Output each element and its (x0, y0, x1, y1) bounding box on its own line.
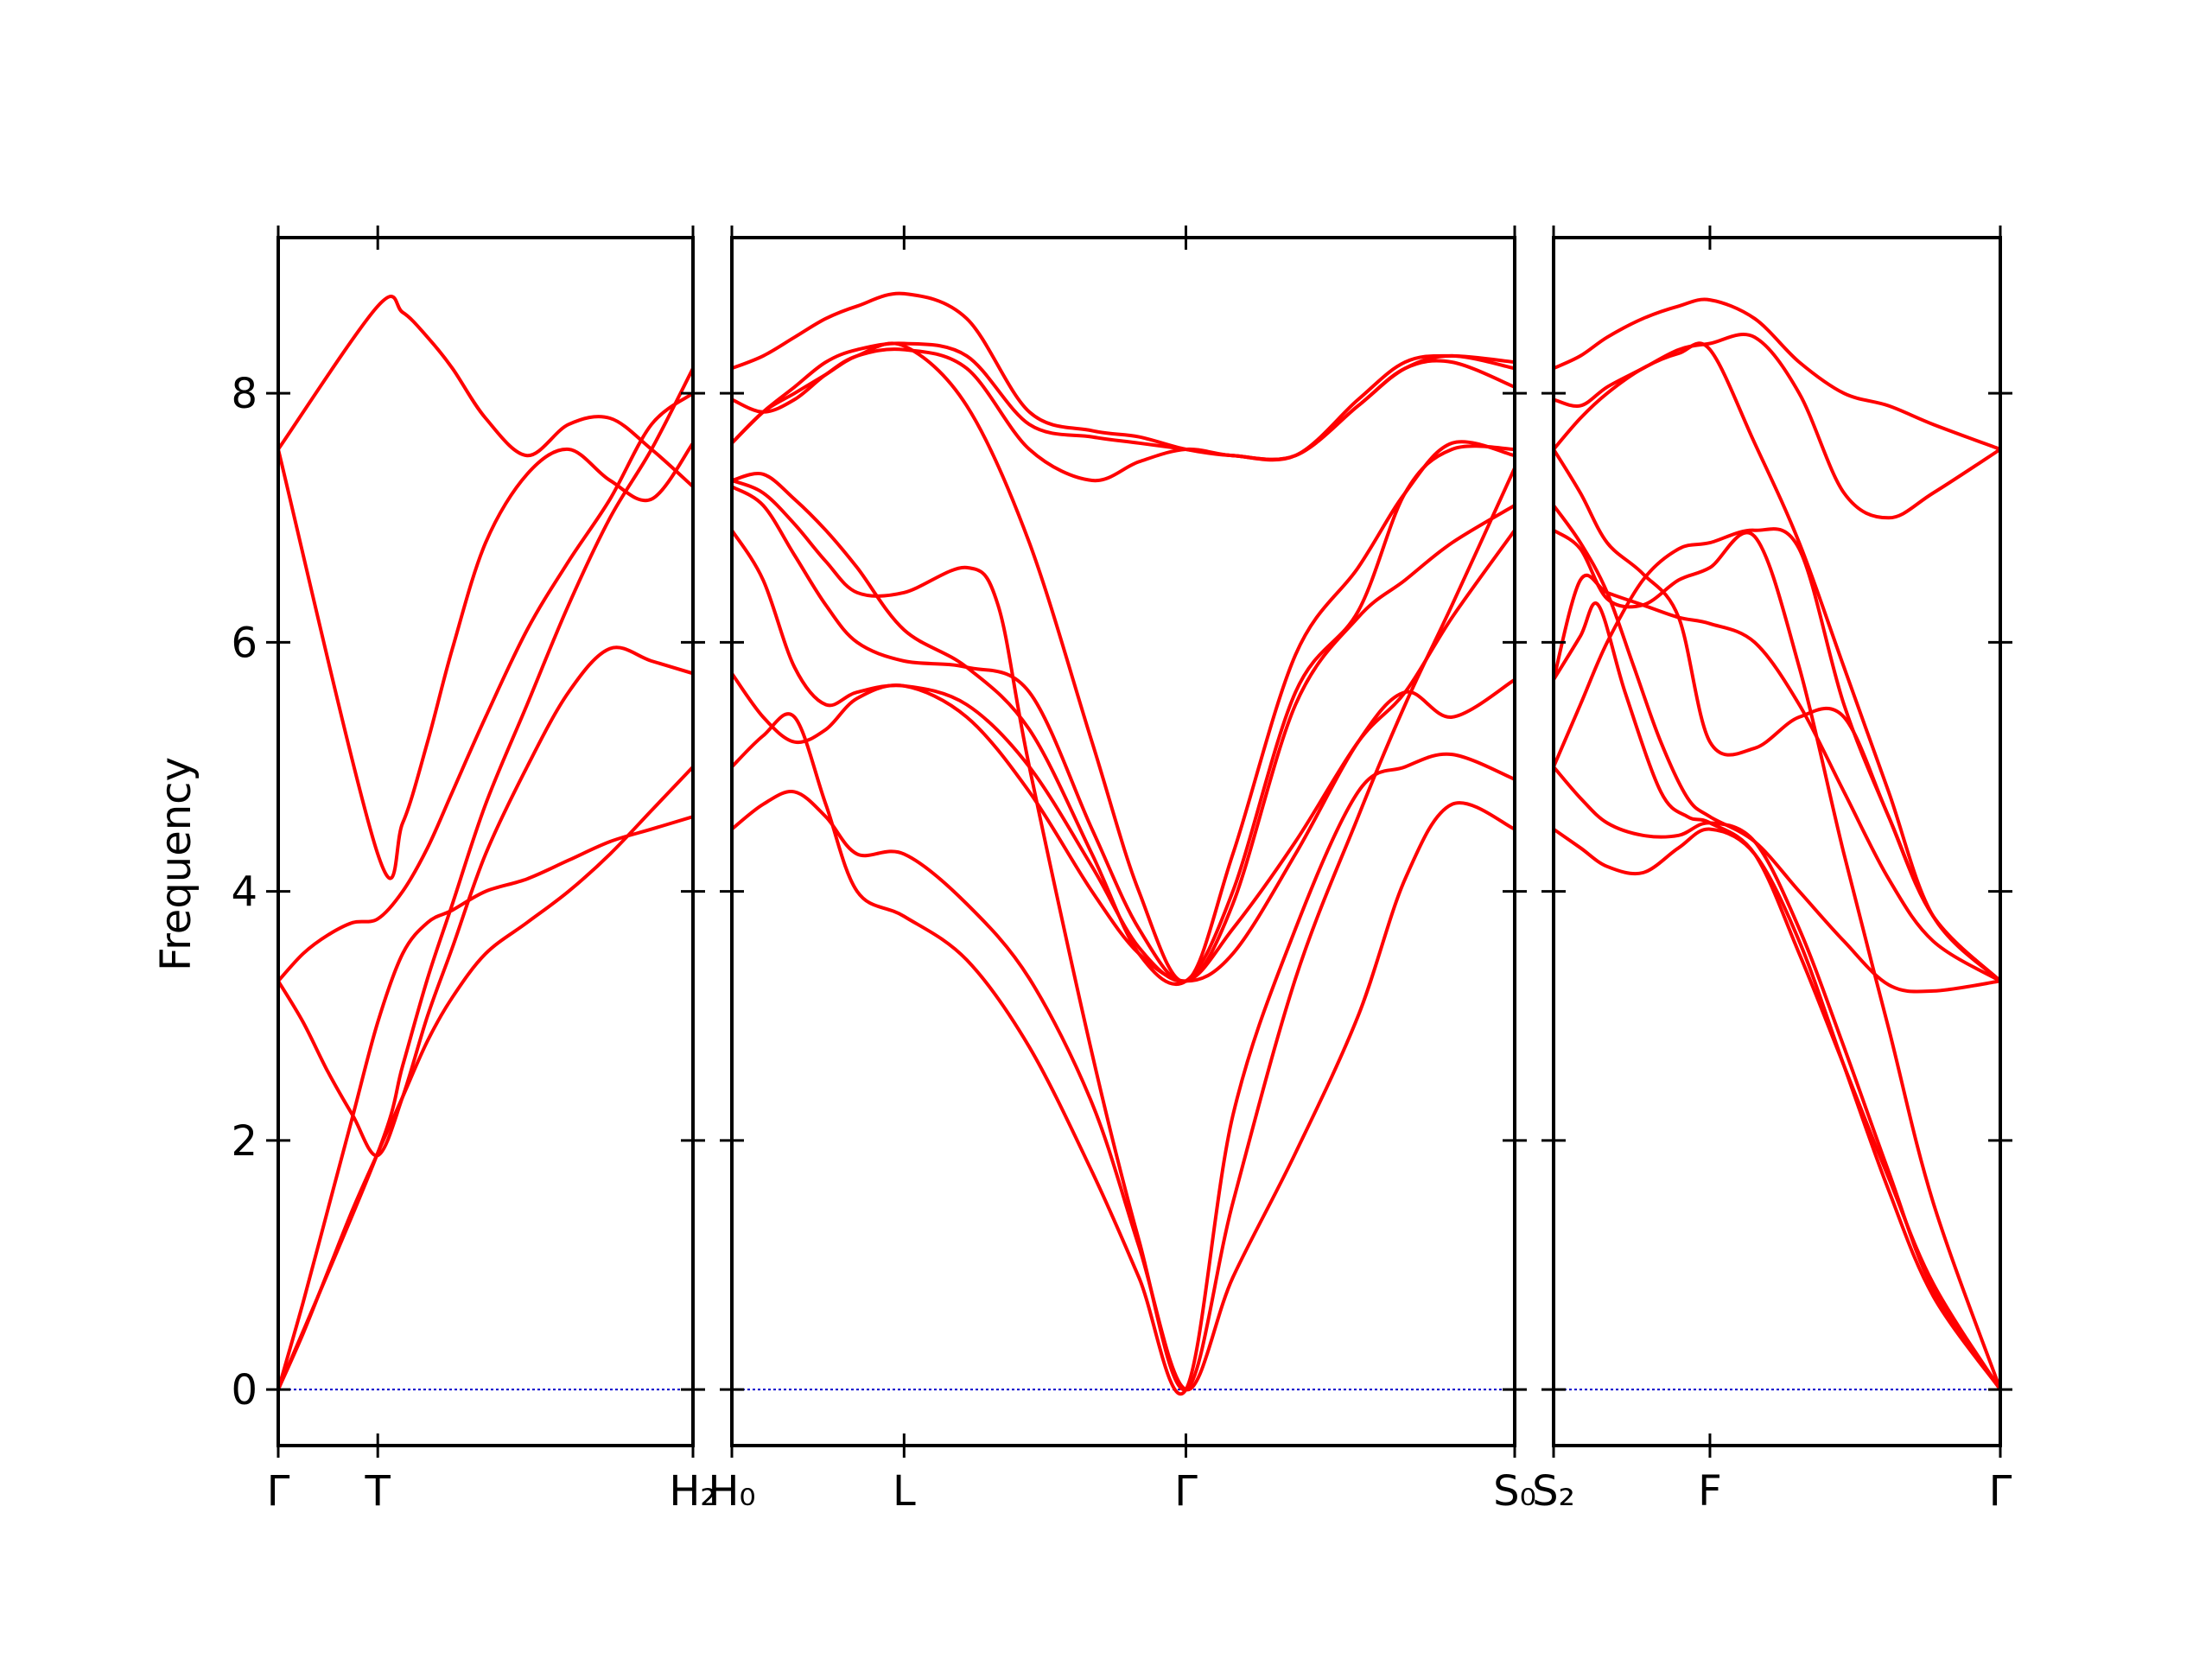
x-tick-label: T (365, 1467, 391, 1516)
x-tick-label: Γ (1989, 1467, 2012, 1516)
y-tick-label: 4 (231, 868, 257, 917)
band-4 (732, 528, 1515, 983)
band-3 (732, 671, 1515, 983)
band-8 (732, 341, 1515, 983)
x-tick-label: S₀ (1493, 1467, 1536, 1516)
band-11 (732, 291, 1515, 462)
band-6 (732, 466, 1515, 1392)
band-3 (278, 645, 693, 1158)
band-9 (732, 347, 1515, 483)
x-tick-label: L (893, 1467, 916, 1516)
band-7 (1554, 527, 2000, 983)
bands (732, 291, 1515, 1396)
panel-frame (276, 236, 695, 1447)
band-5 (1554, 528, 2000, 1392)
y-tick-label: 8 (231, 370, 257, 418)
x-tick-label: H₂ (669, 1467, 716, 1516)
band-1 (1554, 827, 2000, 1392)
band-7 (278, 366, 693, 1392)
band-1 (732, 790, 1515, 1392)
band-10 (732, 341, 1515, 461)
bands (278, 295, 693, 1392)
band-4 (1554, 601, 2000, 1392)
band-11 (1554, 297, 2000, 451)
bands (1554, 297, 2000, 1392)
panel-frame (1552, 236, 2002, 1447)
band-2 (732, 712, 1515, 1396)
y-tick-label: 6 (231, 619, 257, 667)
y-tick-label: 2 (231, 1117, 257, 1166)
panel-frame (730, 236, 1516, 1447)
panel-1: Γ T H₂ 0 2 4 6 8 (231, 226, 717, 1516)
band-8 (1554, 573, 2000, 983)
band-4 (278, 441, 693, 880)
band-2 (278, 815, 693, 1392)
y-axis-label: Frequency (152, 757, 200, 971)
band-1 (278, 765, 693, 1392)
x-tick-label: S₂ (1532, 1467, 1575, 1516)
y-tick-label: 0 (231, 1366, 257, 1414)
x-tick-label: F (1698, 1467, 1722, 1516)
panel-2: H₀ L Γ S₀ (708, 226, 1536, 1516)
band-7 (732, 444, 1515, 987)
band-9 (1554, 341, 2000, 983)
panel-3: S₂ F Γ (1532, 226, 2012, 1516)
x-tick-label: Γ (1174, 1467, 1198, 1516)
band-6 (278, 391, 693, 983)
band-5 (278, 295, 693, 489)
band-5 (732, 485, 1515, 983)
band-10 (1554, 333, 2000, 520)
x-tick-label: H₀ (708, 1467, 755, 1516)
x-tick-label: Γ (267, 1467, 290, 1516)
